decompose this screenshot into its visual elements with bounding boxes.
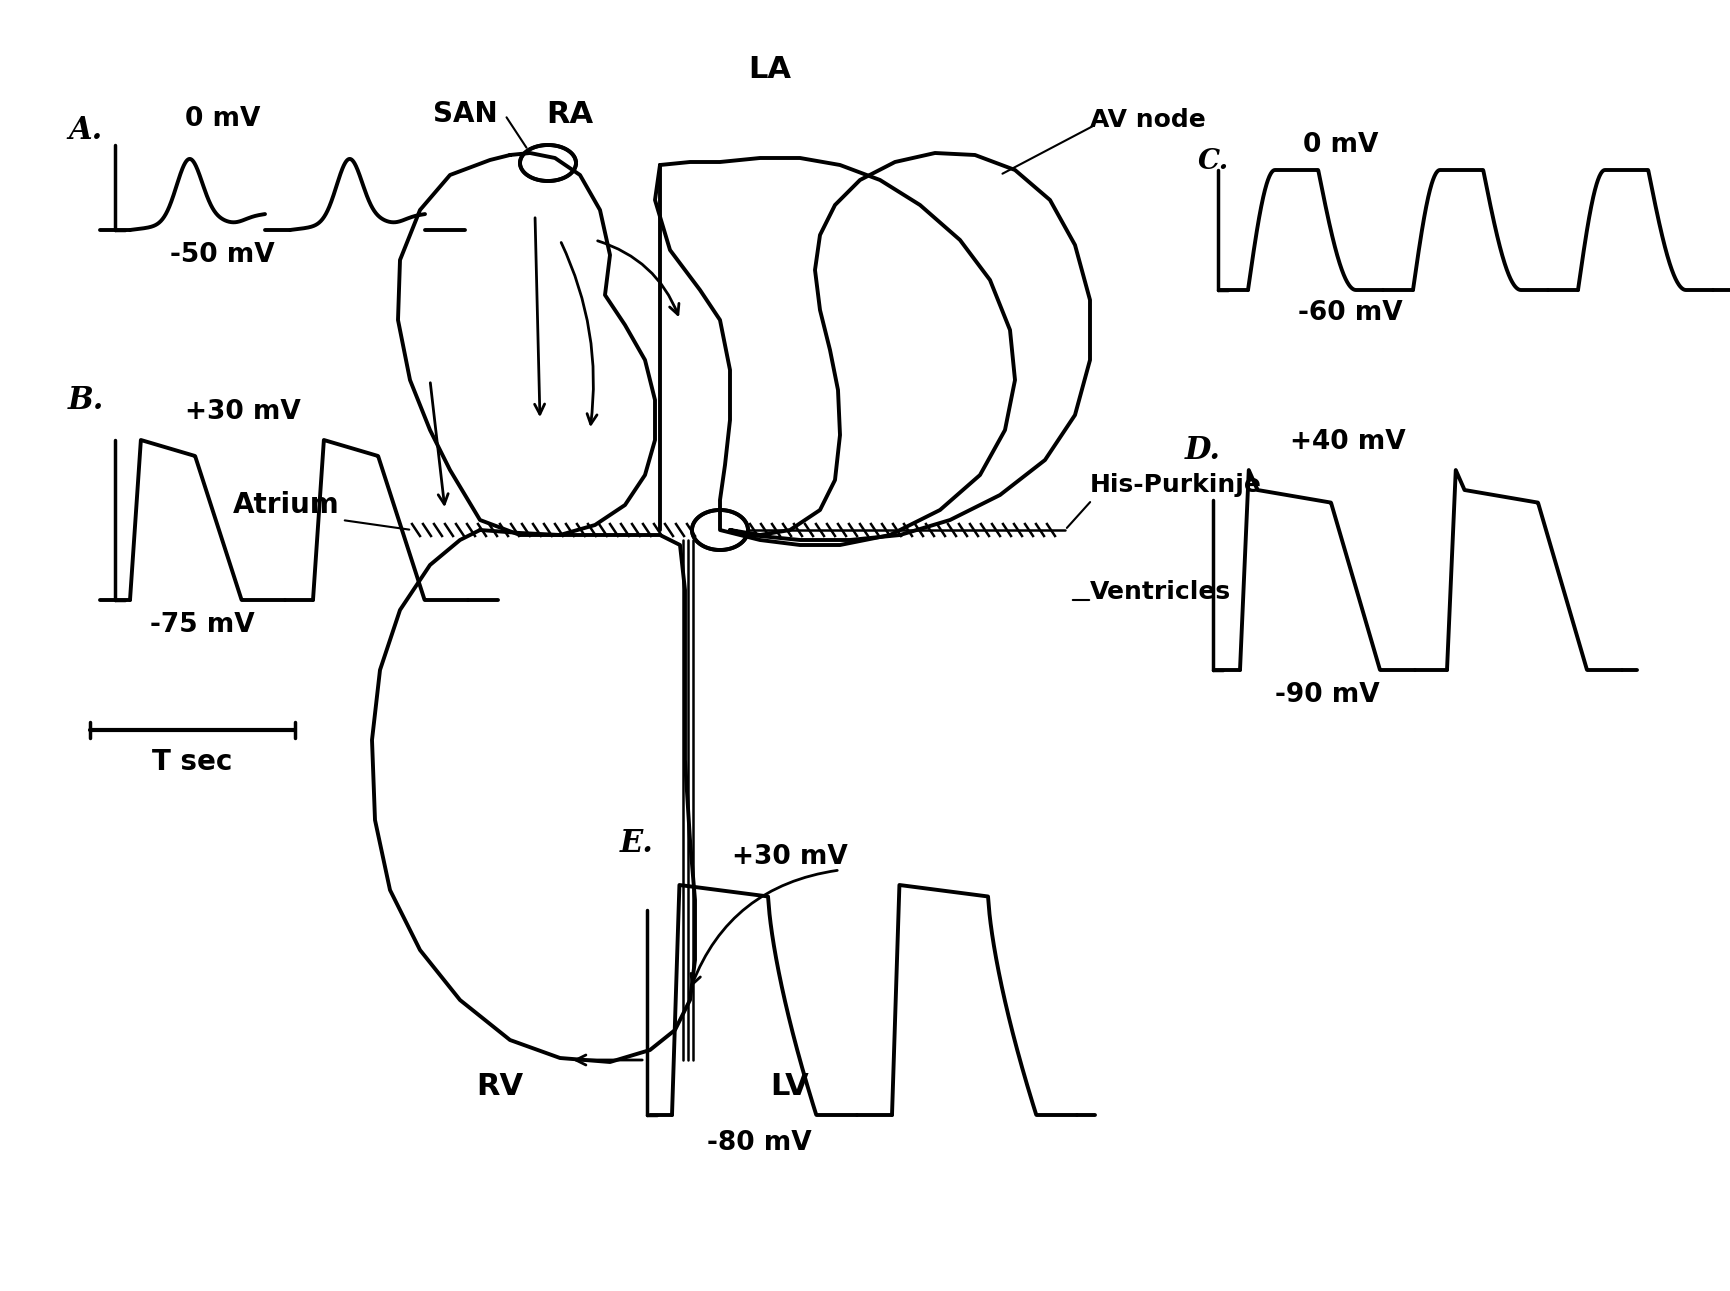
Polygon shape (521, 145, 576, 181)
Text: +40 mV: +40 mV (1291, 429, 1405, 454)
Text: -90 mV: -90 mV (1275, 682, 1379, 707)
Text: -50 mV: -50 mV (170, 241, 275, 269)
Text: T sec: T sec (152, 747, 234, 776)
Text: SAN: SAN (434, 99, 498, 128)
Text: C.: C. (1197, 148, 1230, 176)
Text: Ventricles: Ventricles (1090, 580, 1232, 604)
Text: B.: B. (67, 385, 104, 416)
Text: -60 mV: -60 mV (1298, 300, 1403, 327)
Text: -80 mV: -80 mV (708, 1130, 811, 1155)
Text: -75 mV: -75 mV (151, 612, 254, 638)
Text: 0 mV: 0 mV (185, 106, 261, 132)
Text: Atrium: Atrium (234, 491, 341, 519)
Text: D.: D. (1185, 435, 1221, 466)
Text: E.: E. (619, 828, 654, 859)
Text: LV: LV (770, 1072, 810, 1101)
Text: +30 mV: +30 mV (732, 844, 848, 870)
Text: AV node: AV node (1090, 108, 1206, 132)
Text: LA: LA (749, 56, 792, 84)
Text: RV: RV (476, 1072, 524, 1101)
Polygon shape (692, 510, 747, 550)
Text: +30 mV: +30 mV (185, 399, 301, 425)
Text: 0 mV: 0 mV (1303, 132, 1379, 158)
Text: His-Purkinje: His-Purkinje (1090, 473, 1261, 497)
Text: RA: RA (547, 99, 593, 129)
Text: A.: A. (67, 115, 102, 146)
